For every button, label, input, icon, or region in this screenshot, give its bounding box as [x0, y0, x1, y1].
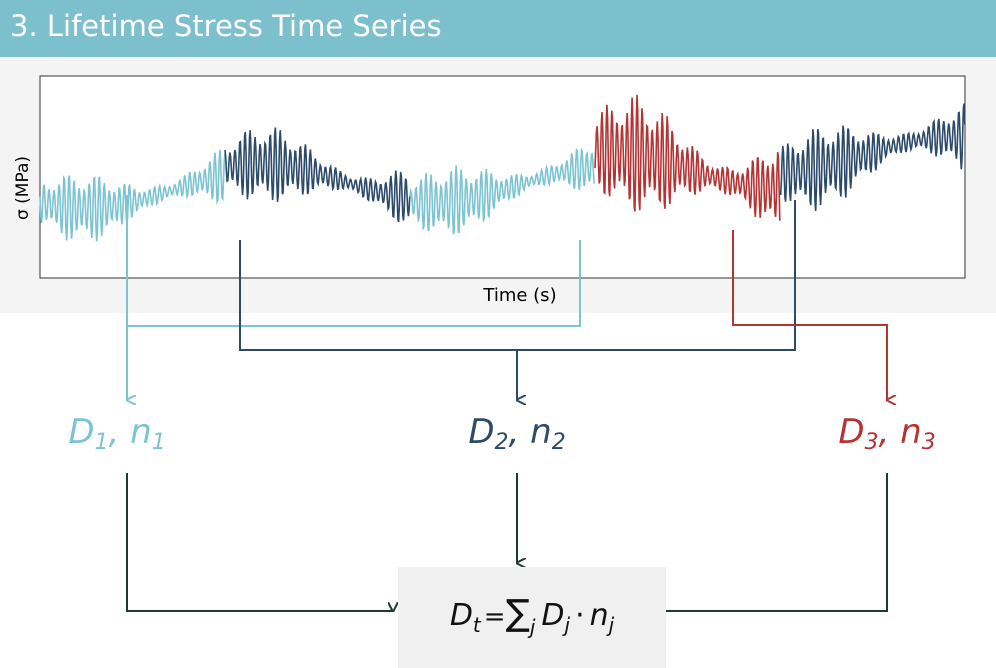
subscript: j [562, 613, 571, 637]
separator: , [879, 412, 901, 452]
symbol: n [900, 412, 922, 452]
signal-segment [39, 149, 226, 242]
node-label: D2, n2 [468, 412, 565, 455]
symbol: n [590, 598, 609, 633]
separator: , [109, 412, 131, 452]
subscript: 2 [495, 430, 509, 455]
connector [732, 230, 887, 400]
symbol: D [838, 412, 864, 452]
node-label: D3, n3 [838, 412, 935, 455]
x-axis-label: Time (s) [482, 285, 556, 306]
operator: = [484, 602, 506, 632]
symbol: D [468, 412, 494, 452]
symbol: D [68, 412, 94, 452]
formula: Dt =∑j Dj · nj [450, 593, 615, 639]
connector [127, 240, 581, 327]
subscript: j [606, 613, 615, 637]
node-label: D1, n1 [68, 412, 165, 455]
signal-segment [224, 127, 411, 223]
y-axis-label: σ (MPa) [13, 156, 33, 220]
signal-segment [594, 94, 781, 221]
subscript: 1 [95, 430, 109, 455]
symbol: n [130, 412, 152, 452]
subscript: 2 [552, 430, 566, 455]
arrow [641, 473, 888, 611]
symbol: D [541, 598, 564, 633]
formula-box [398, 567, 666, 668]
title-bar [0, 0, 996, 57]
subscript: 3 [922, 430, 936, 455]
subscript: 1 [152, 430, 166, 455]
subscript: t [473, 613, 482, 637]
subscript: 3 [865, 430, 879, 455]
operator: ∑ [506, 593, 530, 634]
arrow [126, 473, 393, 612]
title: 3. Lifetime Stress Time Series [10, 9, 442, 43]
separator: , [509, 412, 531, 452]
subscript: j [527, 615, 536, 639]
signal-segment [409, 147, 596, 235]
stress-signal [39, 94, 966, 242]
operator: · [575, 598, 585, 633]
symbol: D [450, 598, 473, 633]
signal-segment [779, 103, 966, 211]
symbol: n [530, 412, 552, 452]
